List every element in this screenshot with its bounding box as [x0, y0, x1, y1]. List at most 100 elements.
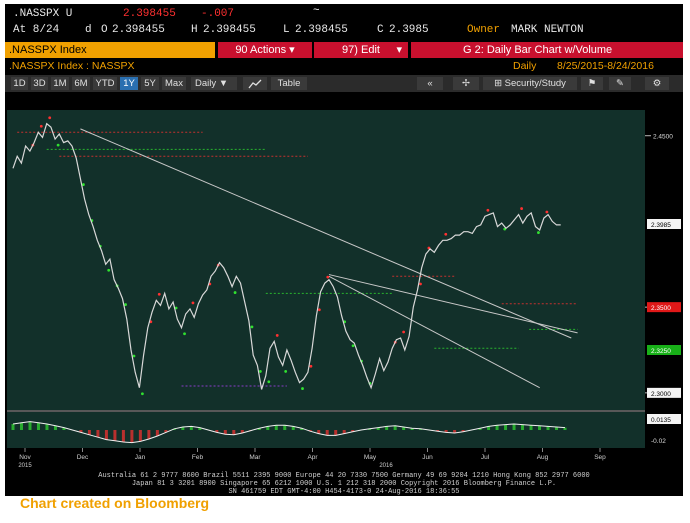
price-change: -.007 [201, 8, 235, 20]
range-5y-button[interactable]: 5Y [141, 77, 159, 90]
oscillator-bar [87, 430, 91, 435]
signal-dot [191, 301, 195, 305]
oscillator-bar [393, 425, 397, 430]
range-6m-button[interactable]: 6M [72, 77, 90, 90]
footer-line-3: SN 461759 EDT GMT-4:00 H454-4173-0 24-Au… [228, 488, 460, 496]
signal-dot [419, 282, 422, 286]
index-path: .NASSPX Index : NASSPX [9, 60, 135, 72]
signal-dot [39, 124, 43, 128]
signal-dot [520, 207, 523, 210]
oscillator-bar [96, 430, 100, 438]
oscillator-bar [181, 427, 185, 430]
security-study-label: Security/Study [504, 78, 566, 89]
security-study-button[interactable]: ⊞ Security/Study [483, 77, 577, 90]
oscillator-bar [410, 428, 414, 430]
oscillator-bar [325, 430, 329, 436]
price-tag-label: 2.3500 [651, 305, 671, 312]
oscillator-bar [274, 425, 278, 430]
oscillator-bar [113, 430, 117, 441]
range-1y-button[interactable]: 1Y [120, 77, 138, 90]
oscillator-bar [444, 430, 448, 433]
ticker-header: .NASSPX U 2.398455 -.007 ~ [5, 5, 683, 22]
signal-dot [537, 231, 540, 234]
signal-dot [107, 268, 111, 272]
index-name-field[interactable]: .NASSPX Index [5, 42, 215, 58]
oscillator-bar [334, 430, 338, 436]
oscillator-bar [28, 421, 32, 430]
oscillator-bar [546, 426, 550, 430]
x-tick-label: Jun [422, 454, 433, 461]
frequency-label: Daily [195, 78, 217, 89]
oscillator-bar [529, 425, 533, 430]
range-3d-button[interactable]: 3D [31, 77, 48, 90]
graph-title: G 2: Daily Bar Chart w/Volume [411, 42, 683, 58]
period-label: Daily [513, 60, 537, 72]
signal-dot [174, 306, 178, 310]
oscillator-bar [240, 430, 244, 433]
date-range: 8/25/2015-8/24/2016 [557, 60, 654, 72]
oscillator-bar [402, 427, 406, 430]
flag-icon[interactable]: ⚑ [581, 77, 603, 90]
x-year-label: 2015 [18, 463, 32, 469]
signal-dot [141, 392, 144, 396]
signal-dot [267, 380, 271, 384]
tilde-icon: ~ [313, 5, 320, 17]
oscillator-bar [164, 430, 168, 433]
range-ytd-button[interactable]: YTD [93, 77, 117, 90]
oscillator-bar [79, 430, 83, 433]
crosshair-icon[interactable]: ✢ [453, 77, 479, 90]
oscillator-bar [368, 428, 372, 430]
signal-dot [132, 354, 136, 358]
oscillator-tag [647, 435, 681, 445]
oscillator-bar [36, 422, 40, 430]
line-chart-icon[interactable] [243, 77, 267, 90]
table-button[interactable]: Table [271, 77, 307, 90]
bloomberg-terminal: .NASSPX U 2.398455 -.007 ~ At 8/24 d O 2… [5, 4, 683, 496]
range-max-button[interactable]: Max [162, 77, 186, 90]
double-chevron-left-icon[interactable]: « [417, 77, 443, 90]
price-tag-label: 2.3000 [651, 391, 671, 398]
study-icon: ⊞ [494, 78, 505, 89]
price-tag [647, 345, 681, 355]
oscillator-bar [504, 424, 508, 430]
oscillator-bar [487, 426, 491, 430]
oscillator-bar [308, 430, 312, 432]
signal-dot [301, 387, 304, 390]
range-1m-button[interactable]: 1M [51, 77, 69, 90]
oscillator-bar [11, 424, 15, 430]
x-tick-label: Mar [249, 454, 261, 461]
edit-menu[interactable]: 97) Edit ▾ [314, 42, 408, 58]
caret-down-icon: ▼ [218, 78, 229, 89]
oscillator-bar [104, 430, 108, 440]
chevron-down-icon: ▾ [289, 44, 295, 56]
low-value: 2.398455 [295, 24, 348, 36]
oscillator-bar [53, 425, 57, 430]
oscillator-bar [130, 430, 134, 443]
actions-menu[interactable]: 90 Actions ▾ [218, 42, 312, 58]
oscillator-bar [223, 430, 227, 435]
oscillator-bar [283, 425, 287, 430]
oscillator-bar [461, 430, 465, 432]
signal-dot [275, 334, 279, 337]
oscillator-bar [138, 430, 142, 442]
oscillator-bar [436, 430, 440, 432]
oscillator-bar [563, 427, 567, 430]
range-1d-button[interactable]: 1D [11, 77, 28, 90]
owner-label: Owner [467, 24, 501, 36]
gear-icon[interactable]: ⚙ [645, 77, 669, 90]
edit-pencil-icon[interactable]: ✎ [609, 77, 631, 90]
frequency-dropdown[interactable]: Daily ▼ [191, 77, 237, 90]
oscillator-bar [266, 426, 270, 430]
ticker-symbol: .NASSPX U [13, 8, 73, 20]
oscillator-bar [521, 424, 525, 430]
footer-line-1: Australia 61 2 9777 8600 Brazil 5511 239… [98, 472, 590, 480]
at-date: At 8/24 [13, 24, 60, 36]
oscillator-bar [555, 427, 559, 430]
signal-dot [284, 370, 288, 373]
price-tag [647, 302, 681, 313]
trendline [328, 275, 540, 389]
signal-dot [486, 208, 490, 212]
footer-line-2: Japan 81 3 3201 8900 Singapore 65 6212 1… [131, 480, 557, 488]
oscillator-line [12, 421, 566, 444]
chevron-down-icon: ▾ [396, 44, 402, 56]
